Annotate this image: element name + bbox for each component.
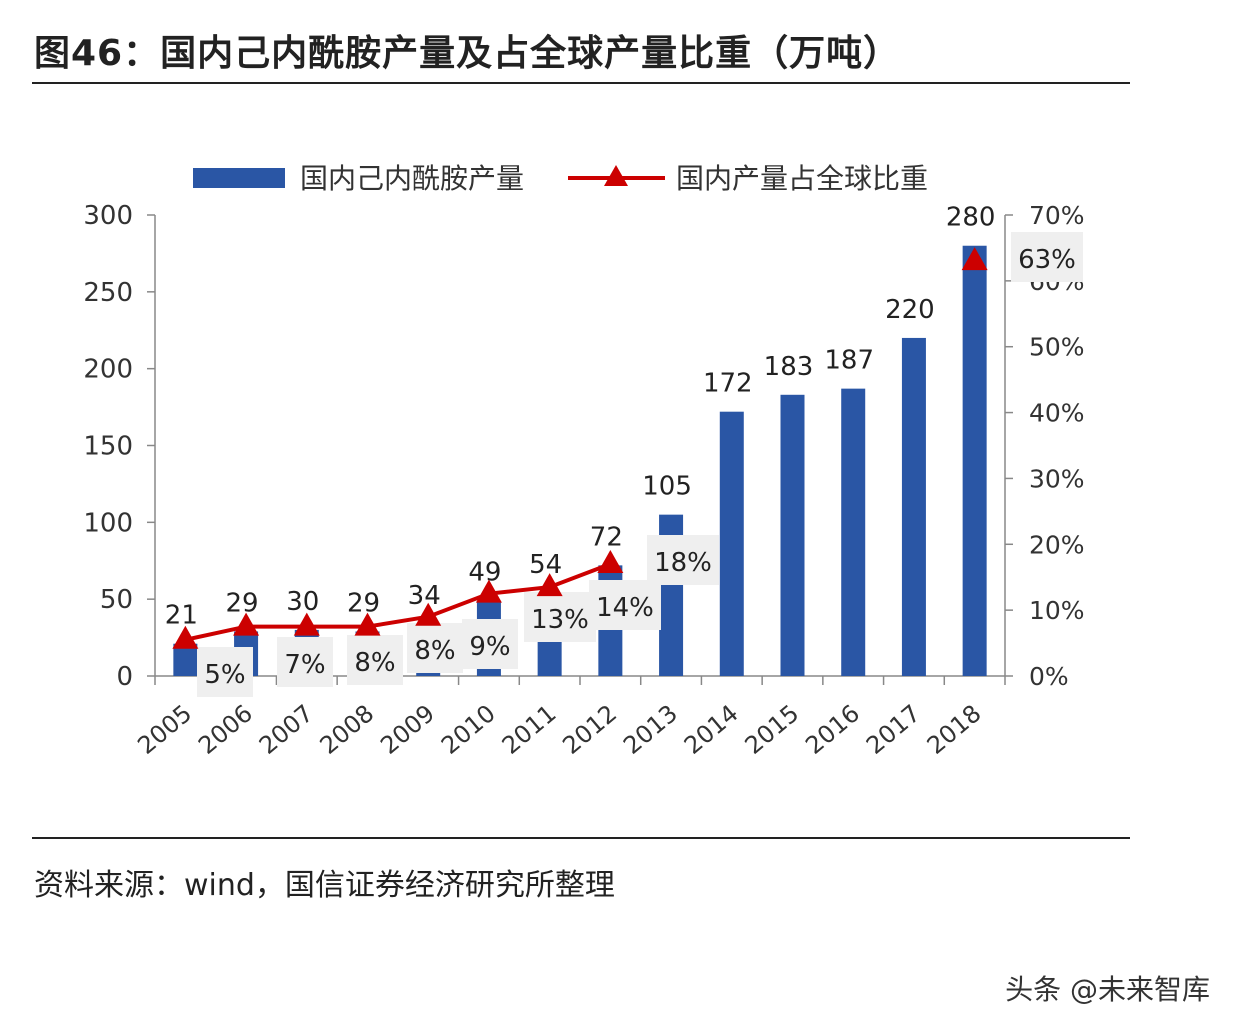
triangle-marker-2008 [354,612,381,636]
right-tick-label: 10% [1029,596,1085,625]
bar-value-label: 72 [590,522,623,552]
percent-label: 7% [284,650,325,680]
right-tick-label: 40% [1029,399,1085,428]
right-tick-label: 0% [1029,662,1069,691]
percent-label-box [462,619,518,669]
x-tick-label: 2007 [254,699,319,760]
watermark: 头条 @未来智库 [1005,973,1210,1006]
percent-label: 14% [596,593,654,623]
percent-label: 8% [414,636,455,666]
bar-value-label: 30 [286,587,319,617]
x-tick-label: 2014 [679,699,744,760]
x-tick-label: 2015 [740,699,805,760]
bar-value-label: 21 [165,601,198,631]
bar-value-label: 280 [946,203,996,233]
x-tick-label: 2010 [436,699,501,760]
x-tick-label: 2011 [497,699,562,760]
bar-2015 [780,394,805,676]
x-tick-label: 2008 [315,699,380,760]
bar-value-label: 105 [642,472,692,502]
right-tick-label: 70% [1029,201,1085,230]
bar-value-label: 220 [885,295,935,325]
legend-triangle-icon [604,165,628,186]
bar-value-label: 183 [764,352,814,382]
percent-label: 5% [204,660,245,690]
bar-value-label: 172 [703,369,753,399]
triangle-marker-2012 [597,550,624,574]
percent-label: 63% [1018,245,1076,275]
left-tick-label: 200 [83,355,133,385]
source-note: 资料来源：wind，国信证券经济研究所整理 [34,868,615,903]
percent-label-box [277,637,333,687]
bar-2016 [841,388,866,676]
figure-title: 图46：国内己内酰胺产量及占全球产量比重（万吨） [34,33,901,74]
bar-2014 [719,411,744,676]
right-tick-label: 50% [1029,333,1085,362]
left-tick-label: 250 [83,278,133,308]
x-tick-label: 2017 [861,699,926,760]
bar-value-label: 29 [226,588,259,618]
right-tick-label: 20% [1029,530,1085,559]
percent-label-box [647,535,719,585]
percent-label: 13% [531,605,589,635]
left-tick-label: 0 [116,662,133,692]
legend-line-label: 国内产量占全球比重 [676,162,928,195]
percent-label: 8% [354,648,395,678]
bar-value-label: 187 [824,346,874,376]
bar-2005 [173,643,198,676]
chart: 0501001502002503000%10%20%30%40%50%60%70… [83,162,1085,760]
percent-label: 18% [654,548,712,578]
bar-2018 [962,245,987,676]
bar-value-label: 29 [347,588,380,618]
x-tick-label: 2006 [193,699,258,760]
x-tick-label: 2012 [557,699,622,760]
top-divider [32,82,1130,84]
x-tick-label: 2018 [922,699,987,760]
percent-label-box [407,623,463,673]
percent-label-box [1011,232,1083,282]
triangle-marker-2010 [475,579,502,603]
triangle-marker-2007 [293,612,320,636]
percent-label-box [589,580,661,630]
left-tick-label: 300 [83,201,133,231]
bar-value-label: 34 [408,581,441,611]
right-tick-label: 30% [1029,464,1085,493]
legend-bar-swatch [193,168,285,188]
triangle-marker-2006 [233,612,260,636]
x-tick-label: 2005 [132,699,197,760]
legend-bar-label: 国内己内酰胺产量 [300,162,524,195]
percent-label-box [524,592,596,642]
x-tick-label: 2016 [800,699,865,760]
triangle-marker-2011 [536,573,563,597]
x-tick-label: 2009 [375,699,440,760]
x-tick-label: 2013 [618,699,683,760]
left-tick-label: 50 [100,585,133,615]
left-tick-label: 100 [83,508,133,538]
triangle-marker-2009 [415,602,442,626]
bottom-divider [32,837,1130,839]
percent-label: 9% [469,632,510,662]
triangle-marker-2018 [961,247,988,271]
share-line [184,562,612,642]
bar-value-label: 49 [468,558,501,588]
percent-label-box [197,647,253,697]
bar-2017 [901,337,926,676]
left-tick-label: 150 [83,432,133,462]
bar-value-label: 54 [529,550,562,580]
triangle-marker-2005 [172,625,199,649]
percent-label-box [347,635,403,685]
